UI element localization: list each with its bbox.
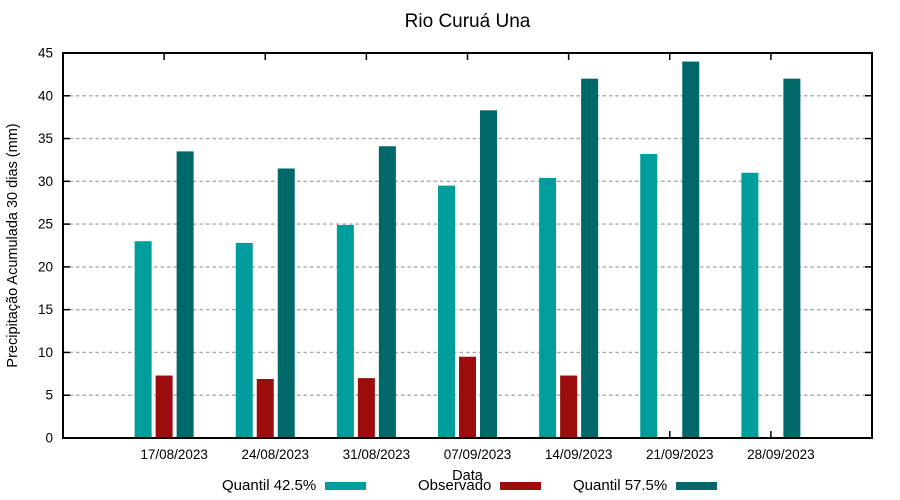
bar-quantil-57-5-: [480, 110, 497, 439]
bar-quantil-42-5-: [336, 224, 354, 438]
bar-quantil-42-5-: [539, 177, 557, 438]
bar-observado: [155, 375, 173, 438]
y-tick-label: 25: [38, 217, 53, 232]
x-tick-label: 17/08/2023: [140, 447, 208, 462]
y-tick-label: 40: [38, 88, 53, 103]
bar-quantil-42-5-: [640, 153, 658, 438]
bar-observado: [560, 375, 578, 438]
y-tick-label: 30: [38, 174, 53, 189]
bar-quantil-57-5-: [783, 78, 801, 439]
x-tick-label: 31/08/2023: [343, 447, 411, 462]
y-tick-label: 15: [38, 302, 53, 317]
bar-observado: [357, 378, 375, 438]
bar-quantil-57-5-: [581, 78, 599, 439]
chart-title: Rio Curuá Una: [405, 11, 531, 32]
bar-quantil-42-5-: [134, 241, 152, 438]
bar-quantil-57-5-: [378, 146, 396, 438]
x-tick-label: 14/09/2023: [545, 447, 613, 462]
bar-quantil-57-5-: [277, 168, 295, 438]
y-tick-label: 20: [38, 259, 53, 274]
x-tick-label: 07/09/2023: [444, 447, 512, 462]
y-tick-label: 5: [45, 388, 53, 403]
x-tick-label: 21/09/2023: [646, 447, 714, 462]
y-tick-label: 10: [38, 345, 53, 360]
bar-quantil-57-5-: [176, 151, 194, 438]
y-tick-label: 0: [45, 431, 53, 446]
bar-observado: [459, 356, 476, 438]
plot-border: [62, 52, 873, 439]
y-tick-label: 35: [38, 131, 53, 146]
bars-group: [134, 61, 801, 439]
bar-quantil-42-5-: [741, 172, 759, 438]
bar-quantil-57-5-: [682, 61, 700, 439]
bar-quantil-42-5-: [235, 242, 253, 438]
x-tick-label: 28/09/2023: [747, 447, 815, 462]
bar-observado: [256, 378, 274, 438]
y-tick-label: 45: [38, 46, 53, 61]
tick-labels-group: 0 5 10 15 20 25 30 35 40 45 17/08/2023 24/08/2023 31…: [38, 46, 815, 463]
bar-quantil-42-5-: [438, 185, 455, 438]
y-axis-label: Precipitação Acumulada 30 dias (mm): [5, 123, 21, 367]
x-axis-label: Data: [452, 468, 484, 484]
x-tick-label: 24/08/2023: [241, 447, 309, 462]
plot-frame: [62, 52, 873, 439]
